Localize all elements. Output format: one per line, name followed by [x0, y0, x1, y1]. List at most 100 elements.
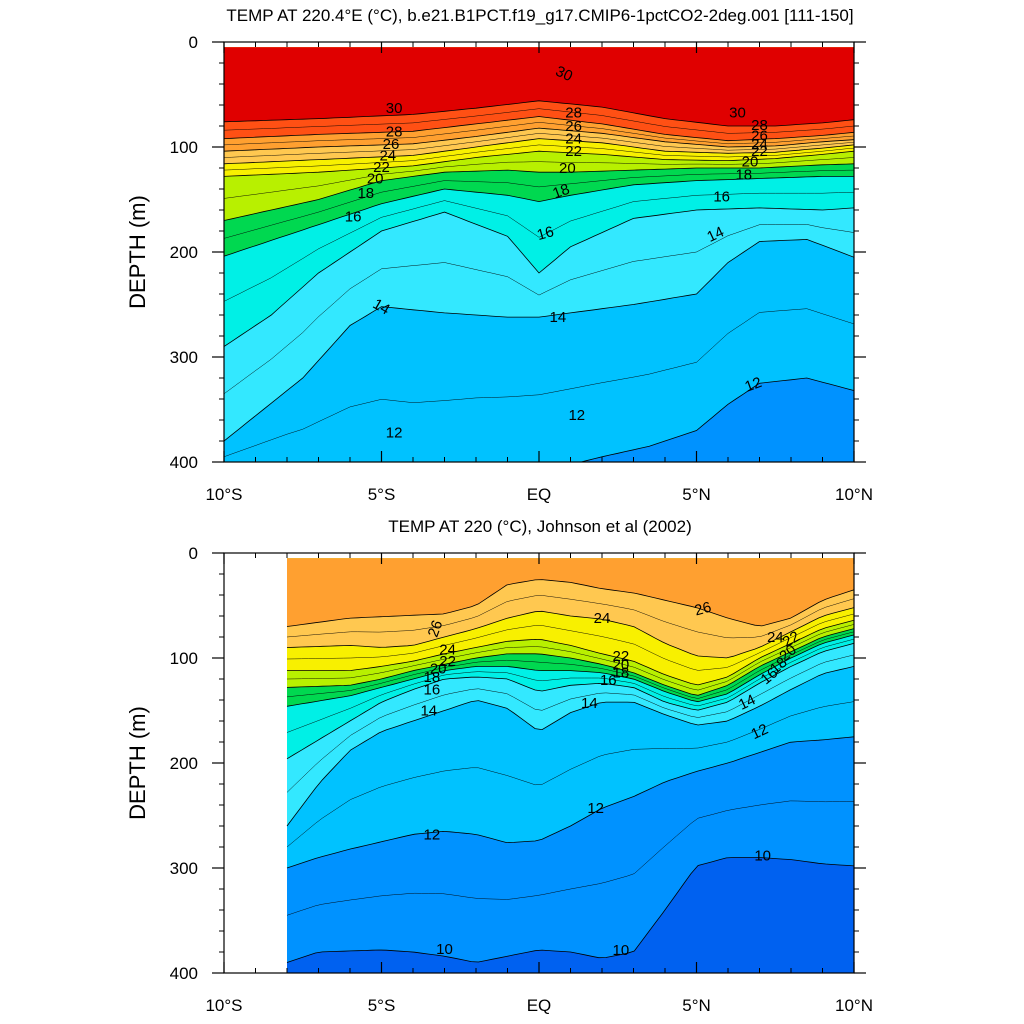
- isotherm-line-minor: [224, 108, 854, 134]
- y-tick-label: 200: [170, 243, 198, 262]
- panel-1-y-axis-label: DEPTH (m): [125, 195, 150, 309]
- panel-1-filled-contours: [224, 47, 854, 462]
- isotherm-line-minor: [224, 133, 854, 158]
- y-tick-label: 300: [170, 859, 198, 878]
- panel-1-isotherm-lines: [224, 100, 854, 462]
- isotherm-line: [224, 127, 854, 152]
- panel-2-filled-contours: [287, 558, 854, 973]
- contour-label: 10: [436, 941, 453, 958]
- isotherm-line-minor: [286, 638, 854, 733]
- contour-label: 24: [379, 147, 396, 164]
- panel-1-title: TEMP AT 220.4°E (°C), b.e21.B1PCT.f19_g1…: [226, 6, 853, 25]
- contour-label: 12: [568, 407, 585, 424]
- y-tick-label: 200: [170, 754, 198, 773]
- contour-label: 20: [367, 171, 384, 188]
- contour-label: 14: [704, 223, 726, 245]
- y-tick-label: 100: [170, 138, 198, 157]
- contour-label: 12: [424, 826, 441, 843]
- isotherm-line-minor: [224, 157, 854, 199]
- contour-label: 28: [386, 123, 403, 140]
- isotherm-line-minor: [224, 144, 854, 171]
- contour-label: 22: [780, 628, 803, 651]
- contour-label: 22: [565, 143, 582, 160]
- isotherm-line-minor: [286, 624, 854, 691]
- y-tick-label: 400: [170, 453, 198, 472]
- x-tick-label: 5°N: [682, 485, 711, 504]
- isotherm-line-minor: [286, 701, 854, 848]
- contour-label: 18: [550, 181, 571, 203]
- contour-label: 24: [565, 131, 582, 148]
- contour-label: 26: [425, 618, 447, 639]
- x-tick-label: 10°N: [835, 996, 873, 1015]
- x-tick-label: EQ: [527, 485, 552, 504]
- x-tick-label: 10°S: [205, 996, 242, 1015]
- contour-label: 26: [751, 127, 768, 144]
- isotherm-line: [286, 607, 854, 659]
- isotherm-line: [286, 666, 854, 827]
- x-tick-label: 5°S: [368, 996, 396, 1015]
- contour-label: 18: [613, 665, 630, 682]
- contour-label: 16: [600, 672, 617, 689]
- contour-label: 14: [420, 703, 437, 720]
- y-tick-label: 0: [189, 33, 198, 52]
- panel-1: TEMP AT 220.4°E (°C), b.e21.B1PCT.f19_g1…: [125, 6, 873, 504]
- isotherm-line-minor: [286, 613, 854, 671]
- contour-label: 16: [424, 682, 441, 699]
- contour-label: 12: [743, 374, 764, 396]
- contour-label: 24: [751, 136, 768, 153]
- contour-label: 16: [535, 223, 556, 244]
- contour-label: 20: [742, 154, 759, 171]
- isotherm-line: [286, 579, 854, 627]
- temperature-band: [224, 47, 854, 126]
- isotherm-line: [286, 857, 854, 963]
- y-tick-label: 400: [170, 964, 198, 983]
- y-tick-label: 100: [170, 649, 198, 668]
- contour-label: 22: [373, 159, 390, 176]
- contour-label: 26: [383, 136, 400, 153]
- contour-label: 12: [749, 721, 771, 743]
- isotherm-line: [224, 238, 854, 442]
- isotherm-line: [286, 628, 854, 696]
- isotherm-line: [579, 377, 854, 462]
- isotherm-line-minor: [286, 654, 854, 793]
- contour-label: 12: [587, 800, 604, 817]
- isotherm-line: [286, 642, 854, 760]
- x-tick-label: 10°S: [205, 485, 242, 504]
- y-tick-label: 300: [170, 348, 198, 367]
- isotherm-line-minor: [286, 800, 854, 916]
- isotherm-line: [224, 100, 854, 127]
- contour-label: 14: [550, 309, 567, 326]
- contour-label: 30: [729, 104, 746, 121]
- isotherm-line: [286, 634, 854, 707]
- temperature-band: [287, 558, 854, 627]
- contour-label: 14: [370, 295, 393, 318]
- contour-label: 22: [439, 653, 456, 670]
- contour-label: 28: [751, 117, 768, 134]
- isotherm-line-minor: [224, 191, 854, 302]
- contour-label: 30: [553, 63, 575, 85]
- isotherm-line: [224, 150, 854, 177]
- x-tick-label: 5°S: [368, 485, 396, 504]
- isotherm-line-minor: [224, 169, 854, 239]
- contour-label: 14: [736, 691, 758, 713]
- contour-label: 26: [693, 599, 714, 620]
- isotherm-line: [224, 207, 854, 347]
- contour-label: 24: [767, 629, 784, 646]
- contour-label: 20: [559, 160, 576, 177]
- contour-label: 18: [424, 669, 441, 686]
- panel-2-y-axis-label: DEPTH (m): [125, 706, 150, 820]
- contour-label: 22: [613, 648, 630, 665]
- isotherm-line: [224, 116, 854, 142]
- contour-label: 14: [581, 695, 598, 712]
- panel-1-axes: 10°S 5°S EQ 5°N 10°N 0 100 200 300 400: [170, 33, 873, 504]
- isotherm-line-minor: [286, 595, 854, 639]
- contour-label: 10: [754, 847, 771, 864]
- contour-label: 18: [357, 185, 374, 202]
- isotherm-line: [286, 736, 854, 869]
- panel-2-isotherm-lines: [286, 579, 854, 963]
- isotherm-line: [224, 138, 854, 165]
- contour-label: 20: [430, 661, 447, 678]
- x-tick-label: EQ: [527, 996, 552, 1015]
- contour-label: 18: [735, 166, 752, 183]
